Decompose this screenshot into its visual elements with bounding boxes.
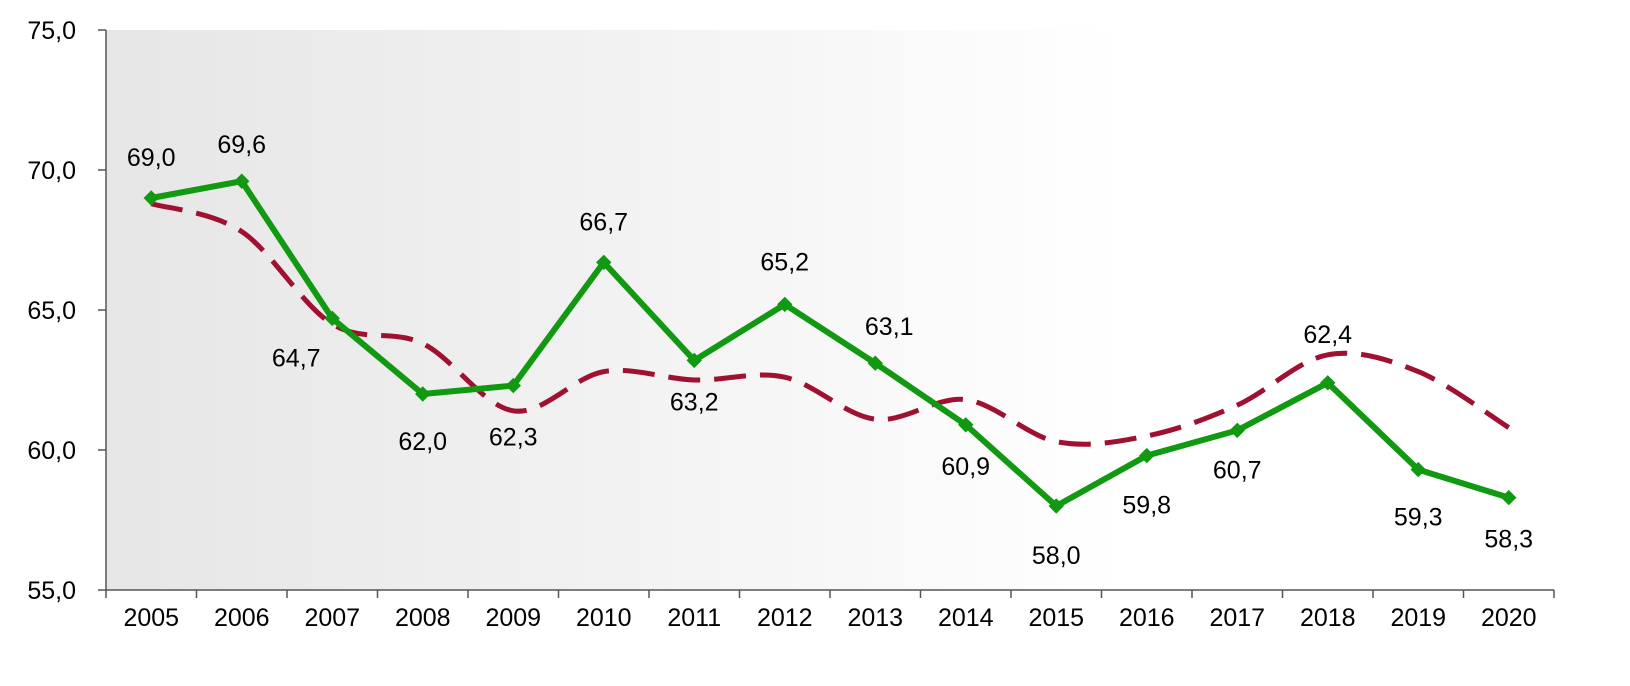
y-tick-label: 75,0	[27, 17, 76, 45]
data-point-marker	[777, 296, 793, 313]
x-tick-label: 2016	[1119, 604, 1175, 632]
data-point-marker	[1229, 422, 1245, 439]
data-point-marker	[1410, 461, 1426, 478]
data-label: 69,6	[217, 131, 266, 159]
data-point-marker	[867, 355, 883, 371]
y-tick-label: 70,0	[27, 157, 76, 185]
data-label: 60,9	[941, 453, 990, 481]
data-label: 60,7	[1213, 456, 1262, 484]
x-tick-label: 2013	[847, 604, 903, 632]
data-point-marker	[686, 352, 702, 369]
plot-area-background	[106, 30, 1554, 590]
data-point-marker	[1501, 489, 1517, 506]
dashed-series-line	[150, 201, 1511, 447]
x-tick-label: 2012	[757, 604, 813, 632]
data-label: 64,7	[272, 344, 321, 372]
data-label: 59,8	[1122, 492, 1171, 520]
x-tick-label: 2011	[667, 604, 721, 632]
data-point-marker	[958, 417, 974, 433]
x-tick-label: 2005	[123, 604, 179, 632]
data-point-marker	[143, 190, 159, 206]
x-tick-label: 2019	[1390, 604, 1446, 632]
data-point-marker	[596, 254, 612, 271]
y-tick-label: 60,0	[27, 437, 76, 465]
data-label: 63,1	[865, 313, 914, 341]
x-tick-label: 2018	[1300, 604, 1356, 632]
data-label: 69,0	[127, 144, 176, 172]
x-tick-label: 2007	[304, 604, 360, 632]
x-tick-label: 2014	[938, 604, 994, 632]
data-label: 62,4	[1303, 321, 1352, 349]
x-tick-label: 2008	[395, 604, 451, 632]
data-point-marker	[1048, 498, 1064, 514]
solid-series-line	[150, 178, 1510, 509]
data-label: 58,0	[1032, 542, 1081, 570]
data-point-marker	[505, 377, 521, 394]
x-tick-label: 2010	[576, 604, 632, 632]
x-tick-label: 2015	[1028, 604, 1084, 632]
data-point-marker	[324, 310, 340, 327]
y-tick-label: 55,0	[27, 577, 76, 605]
data-label: 62,0	[398, 428, 447, 456]
data-point-marker	[1139, 447, 1155, 464]
data-point-marker	[415, 386, 431, 402]
x-tick-label: 2009	[485, 604, 541, 632]
data-label: 63,2	[670, 388, 719, 416]
data-label: 59,3	[1394, 504, 1443, 532]
data-label: 58,3	[1484, 526, 1533, 554]
data-point-marker	[1320, 375, 1336, 391]
data-label: 65,2	[760, 248, 809, 276]
data-label: 62,3	[489, 424, 538, 452]
x-tick-label: 2017	[1209, 604, 1265, 632]
data-label: 66,7	[579, 208, 628, 236]
y-tick-label: 65,0	[27, 297, 76, 325]
data-point-marker	[234, 173, 250, 189]
x-tick-label: 2006	[214, 604, 270, 632]
x-tick-label: 2020	[1481, 604, 1537, 632]
